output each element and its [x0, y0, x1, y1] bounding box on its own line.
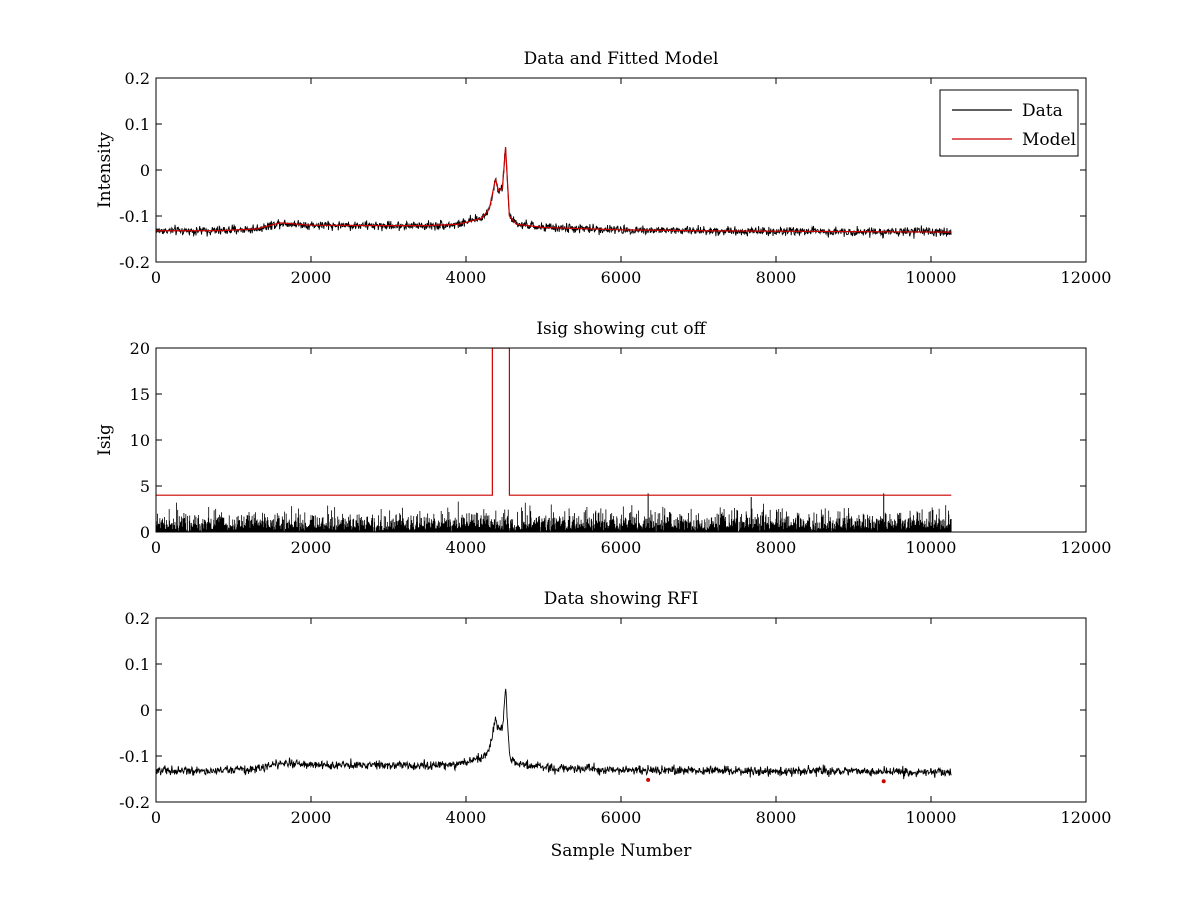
legend: Data Model [939, 89, 1079, 157]
axes-box [155, 77, 1087, 263]
y-tick-label: 0.1 [125, 115, 150, 134]
y-tick-label: 0 [140, 161, 150, 180]
chart-title: Data and Fitted Model [524, 49, 719, 69]
axes-box [155, 347, 1087, 533]
x-tick-label: 6000 [601, 808, 642, 827]
y-tick-label: 0.2 [125, 69, 150, 88]
x-tick-label: 12000 [1061, 808, 1112, 827]
x-tick-label: 2000 [291, 268, 332, 287]
panel-3: Data showing RFI 0 2000 4000 6000 8000 10000 12… [119, 589, 1111, 861]
rfi-marker [646, 777, 651, 782]
series-cut-off [156, 348, 952, 496]
y-tick-label: -0.2 [119, 253, 150, 272]
x-tick-label: 2000 [291, 808, 332, 827]
x-tick-label: 12000 [1061, 268, 1112, 287]
y-tick-label: -0.1 [119, 747, 150, 766]
y-tick-label: 15 [130, 385, 150, 404]
rfi-marker [881, 779, 886, 784]
x-tick-label: 0 [151, 808, 161, 827]
series-group [156, 348, 952, 532]
x-tick-label: 8000 [756, 808, 797, 827]
x-tick-label: 12000 [1061, 538, 1112, 557]
y-tick-label: 20 [130, 339, 150, 358]
x-tick-label: 4000 [446, 538, 487, 557]
x-tick-label: 0 [151, 268, 161, 287]
axes-box [155, 617, 1087, 803]
y-tick-label: 0.2 [125, 609, 150, 628]
y-tick-label: 5 [140, 477, 150, 496]
chart-title: Isig showing cut off [536, 319, 707, 339]
x-tick-label: 6000 [601, 538, 642, 557]
x-tick-label: 8000 [756, 538, 797, 557]
x-tick-label: 4000 [446, 268, 487, 287]
chart-title: Data showing RFI [544, 589, 699, 609]
y-axis-label: Intensity [95, 132, 115, 208]
x-tick-label: 6000 [601, 268, 642, 287]
x-tick-label: 8000 [756, 268, 797, 287]
y-axis-label: Isig [95, 424, 115, 456]
panel-1: Data and Fitted Model 0 2000 4000 6000 8000 10… [95, 49, 1111, 287]
y-tick-label: 0 [140, 523, 150, 542]
legend-box [939, 89, 1079, 157]
y-tick-label: -0.1 [119, 207, 150, 226]
series-model [156, 146, 952, 233]
series-group [156, 688, 952, 784]
x-tick-label: 0 [151, 538, 161, 557]
legend-label-model: Model [1022, 130, 1076, 150]
series-data [156, 688, 952, 780]
series-group [156, 146, 952, 239]
x-tick-label: 10000 [906, 268, 957, 287]
y-tick-label: 0.1 [125, 655, 150, 674]
x-tick-label: 4000 [446, 808, 487, 827]
x-axis-label: Sample Number [551, 841, 693, 861]
series-isig [156, 501, 952, 532]
y-tick-label: 0 [140, 701, 150, 720]
x-tick-label: 2000 [291, 538, 332, 557]
x-tick-label: 10000 [906, 808, 957, 827]
y-tick-label: 10 [130, 431, 150, 450]
legend-label-data: Data [1022, 101, 1063, 121]
x-tick-label: 10000 [906, 538, 957, 557]
y-tick-label: -0.2 [119, 793, 150, 812]
